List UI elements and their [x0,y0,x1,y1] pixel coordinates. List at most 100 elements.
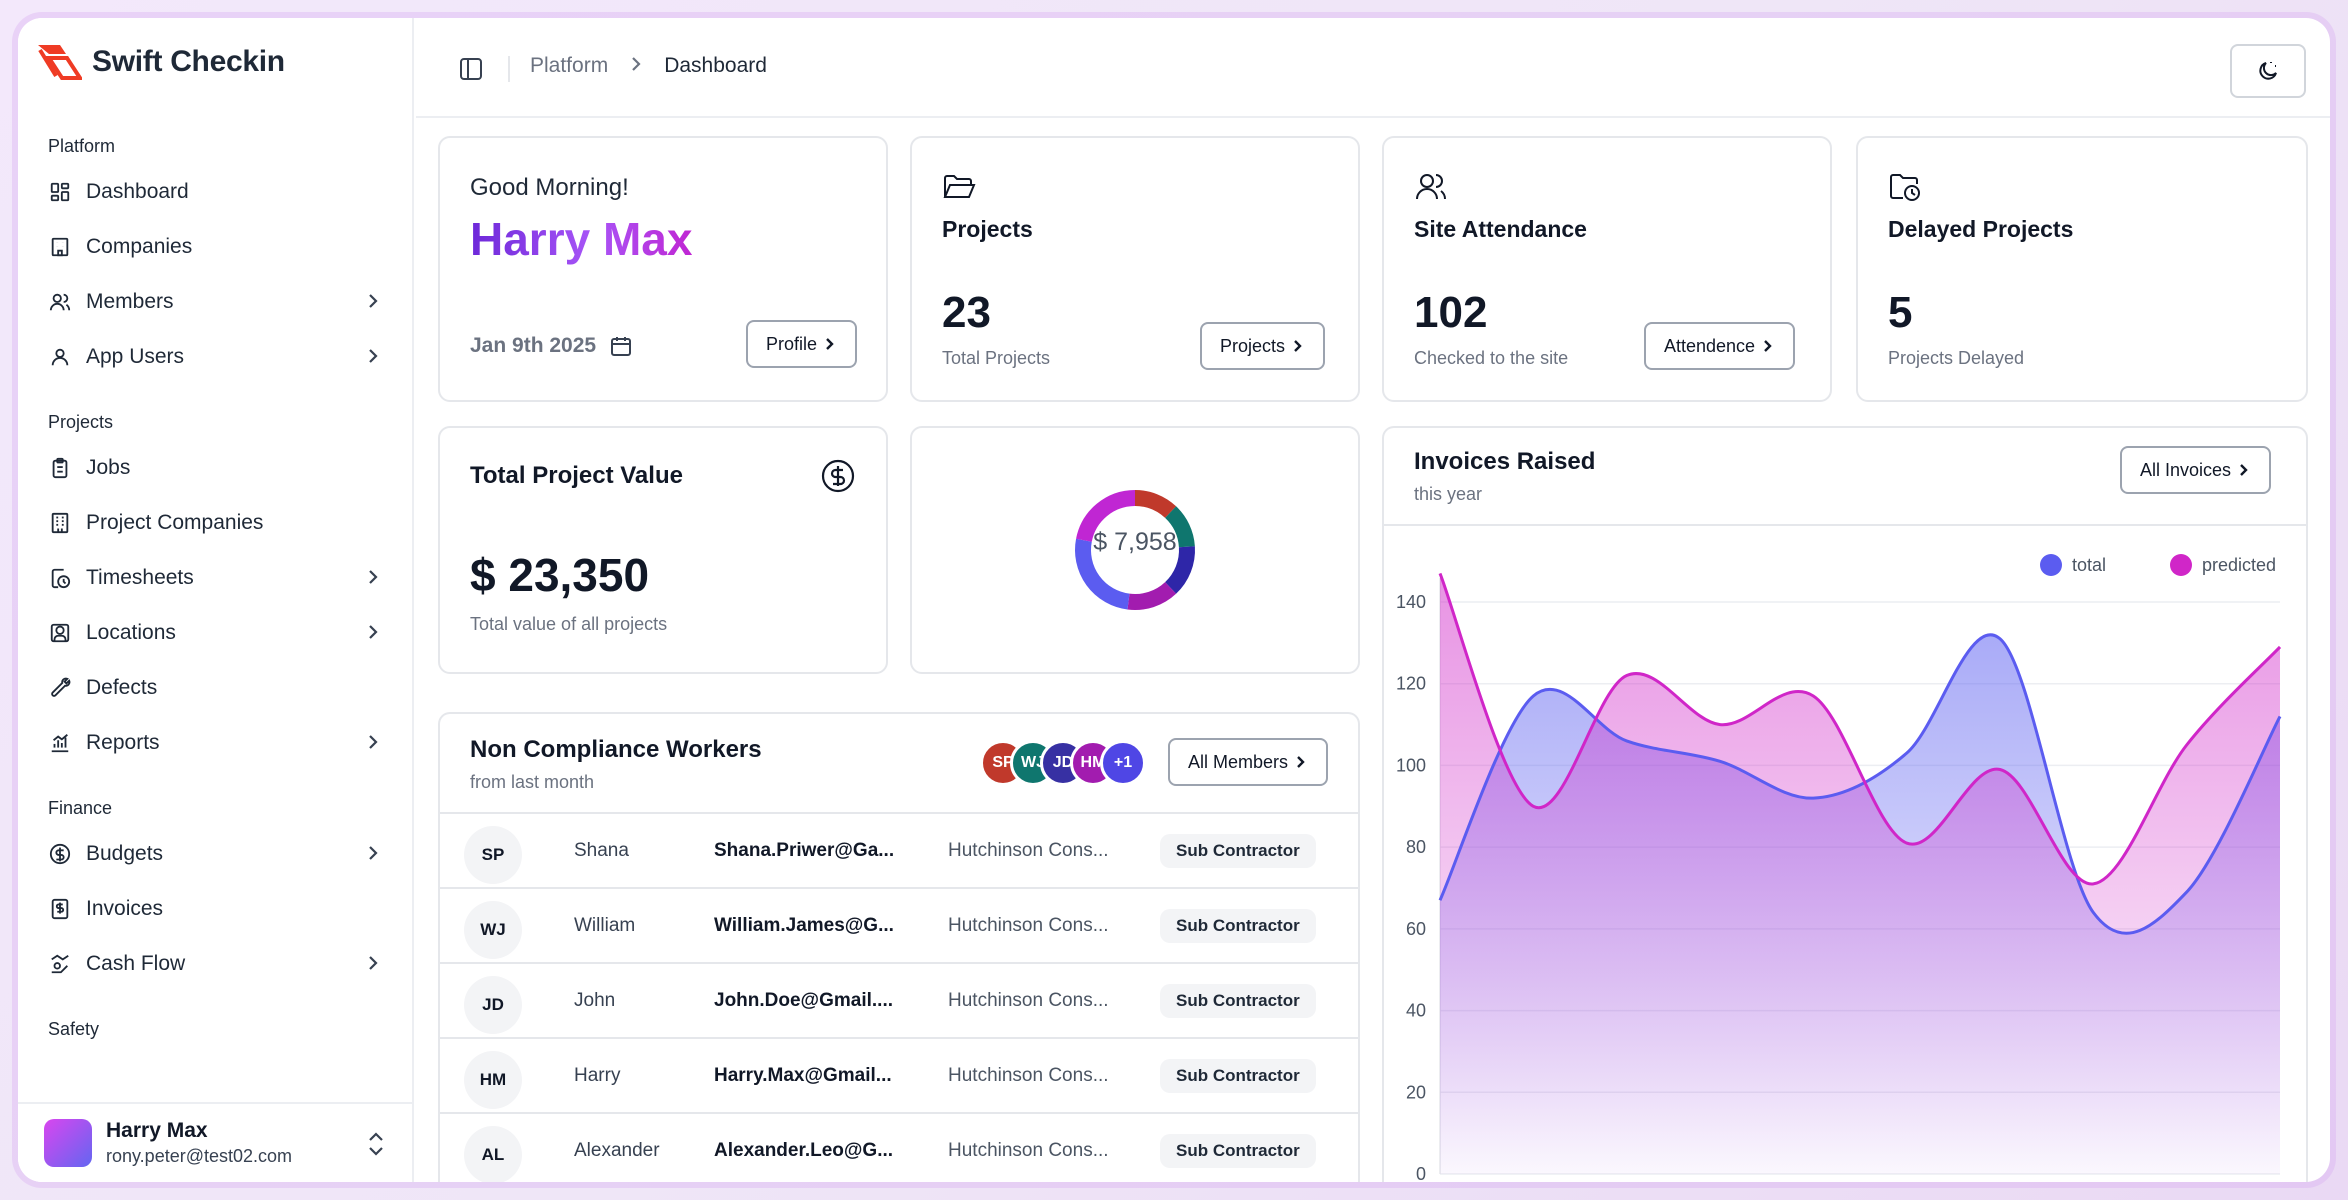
projects-button[interactable]: Projects [1200,322,1326,370]
nav-group-projects: Projects [48,412,114,432]
projects-title: Projects [942,216,1033,242]
sidebar-item-jobs[interactable]: Jobs [18,440,412,495]
series-line-total[interactable] [1438,633,2282,935]
donut-card: $ 7,958 [910,426,1360,674]
app-name: Swift Checkin [92,45,285,78]
moon-icon [2259,62,2277,80]
worker-name: Alexander [574,1139,660,1161]
chevron-right-icon [826,338,834,350]
non-compliance-card: Non Compliance Workers from last month S… [438,712,1360,1182]
attendance-card: Site Attendance 102 Checked to the site … [1382,136,1832,402]
greeting-name: Harry Max [470,213,693,265]
folder-open-icon [942,170,976,204]
breadcrumb-current: Dashboard [664,54,767,77]
theme-toggle-button[interactable] [2230,44,2306,98]
sidebar-item-label: Budgets [86,841,164,865]
non-compliance-subtitle: from last month [470,772,595,792]
sidebar-item-label: Companies [86,234,193,258]
donut-segment[interactable] [1134,490,1177,519]
y-tick-label: 120 [1396,674,1426,694]
sidebar-item-dashboard[interactable]: Dashboard [18,164,412,219]
clipboard-icon [48,456,72,480]
donut-segment[interactable] [1075,538,1130,610]
all-members-button[interactable]: All Members [1168,738,1329,786]
table-row[interactable]: WJ William William.James@G... Hutchinson Co… [440,887,1358,962]
avatar[interactable]: +1 [1100,740,1146,786]
table-row[interactable]: SP Shana Shana.Priwer@Ga... Hutchinson Cons… [440,812,1358,887]
chevron-right-icon [1297,756,1305,768]
sidebar-item-companies[interactable]: Companies [18,219,412,274]
user-icon [48,345,72,369]
app-logo[interactable]: Swift Checkin [36,42,285,82]
avatar: AL [464,1126,522,1182]
series-line-predicted[interactable] [1438,572,2282,886]
status-badge: Sub Contractor [1160,1133,1316,1168]
timesheet-icon [48,566,72,590]
cashflow-icon [48,952,72,976]
divider [1384,524,2306,526]
sidebar-item-cash-flow[interactable]: Cash Flow [18,936,412,991]
table-row[interactable]: AL Alexander Alexander.Leo@G... Hutchinson … [440,1112,1358,1182]
donut-segment[interactable] [1127,581,1177,610]
chevron-right-icon [2240,464,2248,476]
invoices-subtitle: this year [1414,484,1483,504]
sidebar-toggle-icon[interactable] [458,56,484,82]
user-email: rony.peter@test02.com [106,1146,293,1166]
worker-company: Hutchinson Cons... [948,989,1109,1011]
sidebar-item-reports[interactable]: Reports [18,715,412,770]
worker-email: William.James@G... [714,914,894,936]
donut-segment[interactable] [1164,506,1195,548]
chevron-right-icon [362,731,384,753]
user-switcher[interactable]: Harry Max rony.peter@test02.com [18,1102,412,1182]
total-value-title: Total Project Value [470,462,683,489]
legend-total-swatch [2040,554,2062,576]
legend-total[interactable]: total [2040,554,2106,576]
worker-name: Shana [574,839,629,861]
sidebar-item-timesheets[interactable]: Timesheets [18,550,412,605]
sidebar-item-defects[interactable]: Defects [18,660,412,715]
worker-company: Hutchinson Cons... [948,914,1109,936]
chevron-right-icon [362,621,384,643]
worker-name: Harry [574,1064,621,1086]
sidebar-item-app-users[interactable]: App Users [18,329,412,384]
attendance-button[interactable]: Attendence [1644,322,1796,370]
legend-predicted[interactable]: predicted [2170,554,2276,576]
sidebar-item-project-companies[interactable]: Project Companies [18,495,412,550]
table-row[interactable]: HM Harry Harry.Max@Gmail... Hutchinson Cons… [440,1037,1358,1112]
sidebar-item-budgets[interactable]: Budgets [18,826,412,881]
chevron-right-icon [362,345,384,367]
top-bar: Platform Dashboard [416,18,2330,118]
chevron-right-icon [362,952,384,974]
profile-button[interactable]: Profile [746,320,858,368]
status-badge: Sub Contractor [1160,833,1316,868]
donut-segment[interactable] [1076,490,1136,543]
total-value-amount: $ 23,350 [470,549,650,601]
sidebar-item-label: Invoices [86,896,164,920]
series-area-predicted [1440,573,2280,1174]
avatar [44,1119,92,1167]
sidebar-item-invoices[interactable]: Invoices [18,881,412,936]
avatar: HM [464,1051,522,1109]
sidebar-item-locations[interactable]: Locations [18,605,412,660]
attendance-button-label: Attendence [1664,335,1756,356]
status-badge: Sub Contractor [1160,908,1316,943]
sidebar-item-label: Defects [86,675,158,699]
chevron-right-icon [628,54,644,78]
non-compliance-table: SP Shana Shana.Priwer@Ga... Hutchinson Cons… [440,812,1358,1182]
greeting-date: Jan 9th 2025 [470,334,632,358]
delayed-projects-card: Delayed Projects 5 Projects Delayed [1856,136,2308,402]
sidebar-item-label: Locations [86,620,176,644]
sidebar-item-members[interactable]: Members [18,274,412,329]
delayed-sub: Projects Delayed [1888,348,2025,368]
breadcrumb-platform[interactable]: Platform [530,54,609,77]
all-invoices-button[interactable]: All Invoices [2120,446,2272,494]
breadcrumb: Platform Dashboard [530,54,767,78]
chevrons-up-down-icon [364,1130,388,1158]
y-tick-label: 60 [1406,919,1426,939]
nav-group-safety: Safety [48,1019,100,1039]
table-row[interactable]: JD John John.Doe@Gmail.... Hutchinson Cons.… [440,962,1358,1037]
y-tick-label: 40 [1406,1001,1426,1021]
donut-segment[interactable] [1164,546,1195,594]
chevron-right-icon [362,290,384,312]
avatar: SP [464,826,522,884]
